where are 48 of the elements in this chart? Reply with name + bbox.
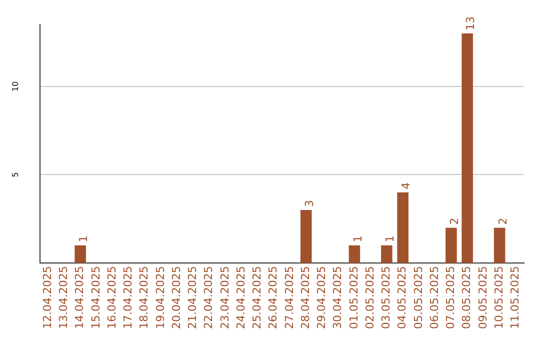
x-tick-label: 18.04.2025 [138,266,151,330]
x-tick-label: 02.05.2025 [363,266,376,330]
data-label: 3 [302,200,316,208]
data-label: 2 [496,218,510,225]
x-tick-label: 10.05.2025 [492,266,506,330]
bar [446,228,457,264]
x-tick-label: 20.04.2025 [170,266,183,330]
x-tick-label: 11.05.2025 [508,266,522,330]
x-tick-label: 13.04.2025 [57,266,70,330]
x-tick-label: 01.05.2025 [347,266,360,330]
data-label: 1 [351,235,364,242]
data-label: 2 [448,218,462,225]
bar [300,210,312,264]
bar [462,33,473,264]
x-tick-label: 23.04.2025 [218,266,232,330]
x-tick-label: 09.05.2025 [476,266,490,330]
x-tick-label: 16.04.2025 [105,266,118,330]
bar [397,192,408,264]
x-tick-label: 15.04.2025 [89,266,102,330]
x-tick-label: 05.05.2025 [412,266,425,330]
x-tick-label: 19.04.2025 [154,266,167,330]
y-tick-label: 5 [11,172,20,178]
x-tick-label: 17.04.2025 [122,266,135,330]
bar [348,245,360,264]
bar [381,245,392,264]
data-label: 13 [464,16,478,30]
bar [494,228,506,264]
bar [74,245,86,264]
x-tick-label: 28.04.2025 [298,266,312,330]
x-tick-label: 06.05.2025 [428,266,441,330]
data-label: 1 [384,235,397,242]
data-label: 4 [400,182,413,190]
x-tick-label: 03.05.2025 [380,266,393,330]
x-tick-label: 24.04.2025 [234,266,248,330]
x-tick-label: 30.04.2025 [331,266,344,330]
data-label: 1 [77,235,90,242]
x-tick-label: 04.05.2025 [396,266,409,330]
x-tick-label: 22.04.2025 [202,266,216,330]
x-tick-label: 08.05.2025 [460,266,474,330]
x-tick-label: 25.04.2025 [250,266,264,330]
y-tick-label: 10 [11,81,20,92]
x-tick-label: 27.04.2025 [282,266,296,330]
x-tick-label: 21.04.2025 [186,266,200,330]
x-tick-label: 26.04.2025 [266,266,280,330]
x-tick-label: 14.04.2025 [73,266,86,330]
x-tick-label: 12.04.2025 [40,266,54,330]
x-tick-label: 29.04.2025 [315,266,328,330]
x-tick-label: 07.05.2025 [444,266,458,330]
